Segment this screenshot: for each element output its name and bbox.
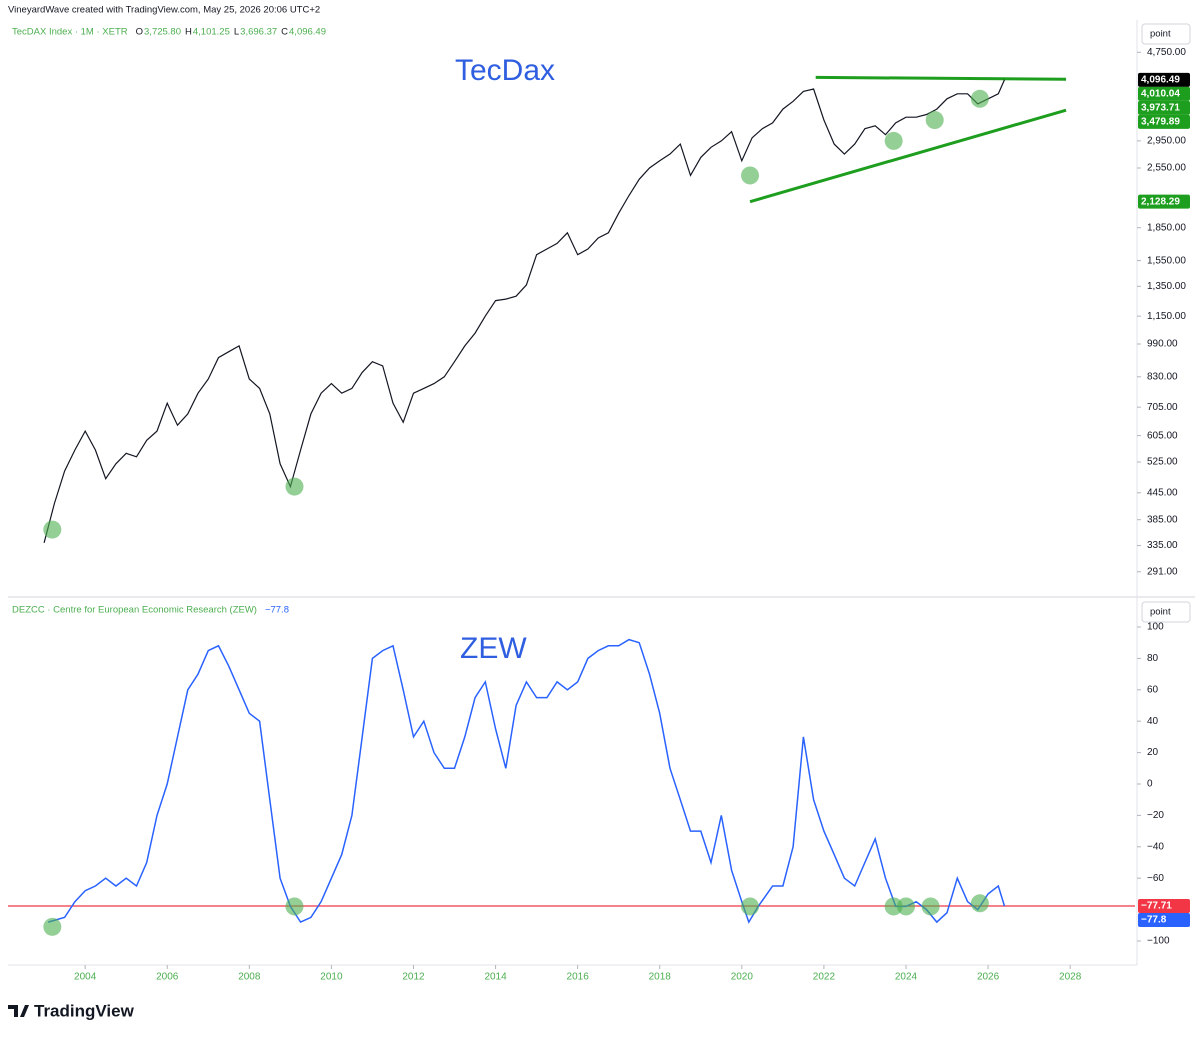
price-label-bg (1138, 898, 1190, 913)
y-tick-label: 60 (1147, 684, 1159, 695)
logo-text: TradingView (34, 1001, 135, 1020)
y-tick-label: 1,550.00 (1147, 255, 1186, 266)
highlight-circle (925, 111, 944, 130)
price-label-bg (1138, 72, 1190, 87)
x-tick-label: 2014 (484, 972, 507, 983)
highlight-circle (285, 477, 304, 496)
highlight-circle (741, 166, 760, 185)
trendline (749, 108, 1067, 204)
highlight-circle (741, 897, 760, 916)
x-tick-label: 2022 (813, 972, 836, 983)
x-tick-label: 2008 (238, 972, 261, 983)
highlight-circle (884, 897, 903, 916)
ohlc-value: 3,696.37 (240, 27, 277, 38)
highlight-circle (285, 897, 304, 916)
price-label-bg (1138, 114, 1190, 129)
scale-button[interactable] (1141, 601, 1191, 623)
y-tick-label: −20 (1147, 810, 1164, 821)
highlight-circle (896, 897, 915, 916)
y-tick-label: −60 (1147, 873, 1164, 884)
x-tick-label: 2020 (731, 972, 754, 983)
ohlc-value: 4,096.49 (289, 27, 326, 38)
ohlc-label: C (281, 27, 288, 38)
scale-button[interactable] (1141, 23, 1191, 45)
y-tick-label: 830.00 (1147, 371, 1178, 382)
credit: VineyardWave created with TradingView.co… (8, 5, 320, 16)
legend-name: DEZCC · Centre for European Economic Res… (12, 605, 257, 616)
ohlc-value: 3,725.80 (144, 27, 181, 38)
x-tick-label: 2018 (649, 972, 672, 983)
logo: TradingView (8, 1001, 135, 1020)
series-line (43, 79, 1006, 543)
y-tick-label: 0 (1147, 779, 1153, 790)
x-tick-label: 2012 (402, 972, 425, 983)
ohlc-value: 4,101.25 (193, 27, 230, 38)
x-tick-label: 2010 (320, 972, 343, 983)
y-tick-label: 100 (1147, 622, 1164, 633)
y-tick-label: −40 (1147, 841, 1164, 852)
y-tick-label: 445.00 (1147, 487, 1178, 498)
x-tick-label: 2016 (567, 972, 590, 983)
y-tick-label: 2,950.00 (1147, 136, 1186, 147)
logo-mark (8, 1005, 29, 1017)
legend-name: TecDAX Index · 1M · XETR (12, 27, 128, 38)
price-label: 3,479.89 (1141, 116, 1180, 127)
ohlc-label: O (136, 27, 143, 38)
y-tick-label: 291.00 (1147, 566, 1178, 577)
highlight-circle (970, 894, 989, 913)
y-tick-label: 335.00 (1147, 540, 1178, 551)
price-label-bg (1138, 100, 1190, 115)
x-tick-label: 2006 (156, 972, 179, 983)
price-label: −77.71 (1141, 901, 1172, 912)
y-tick-label: 80 (1147, 653, 1159, 664)
series-line (47, 638, 1006, 924)
ohlc-label: H (185, 27, 192, 38)
price-label: 2,128.29 (1141, 196, 1180, 207)
x-tick-label: 2028 (1059, 972, 1082, 983)
y-tick-label: 525.00 (1147, 457, 1178, 468)
highlight-circle (884, 131, 903, 150)
y-tick-label: 40 (1147, 716, 1159, 727)
y-tick-label: 1,350.00 (1147, 281, 1186, 292)
y-tick-label: 1,850.00 (1147, 222, 1186, 233)
y-tick-label: 705.00 (1147, 402, 1178, 413)
price-label: 4,010.04 (1141, 88, 1180, 99)
highlight-circle (921, 897, 940, 916)
x-tick-label: 2004 (74, 972, 97, 983)
y-tick-label: 385.00 (1147, 514, 1178, 525)
y-tick-label: 605.00 (1147, 430, 1178, 441)
highlight-circle (43, 917, 62, 936)
scale-button-label: point (1150, 29, 1171, 40)
y-tick-label: 1,150.00 (1147, 311, 1186, 322)
price-label-bg (1138, 86, 1190, 101)
y-tick-label: 990.00 (1147, 339, 1178, 350)
price-label: 3,973.71 (1141, 102, 1180, 113)
price-label: 4,096.49 (1141, 74, 1180, 85)
y-tick-label: 2,550.00 (1147, 163, 1186, 174)
ohlc-label: L (234, 27, 239, 38)
price-label-bg (1138, 912, 1190, 927)
highlight-circle (970, 89, 989, 108)
scale-button-label: point (1150, 607, 1171, 618)
y-tick-label: 20 (1147, 747, 1159, 758)
x-tick-label: 2026 (977, 972, 1000, 983)
annotation: TecDax (455, 54, 555, 87)
price-label-bg (1138, 194, 1190, 209)
annotation: ZEW (460, 632, 527, 665)
price-label: −77.8 (1141, 915, 1167, 926)
y-tick-label: 4,750.00 (1147, 47, 1186, 58)
x-tick-label: 2024 (895, 972, 918, 983)
y-tick-label: −100 (1147, 936, 1170, 947)
legend-value: −77.8 (265, 605, 289, 616)
trendline (815, 75, 1067, 81)
highlight-circle (43, 520, 62, 539)
